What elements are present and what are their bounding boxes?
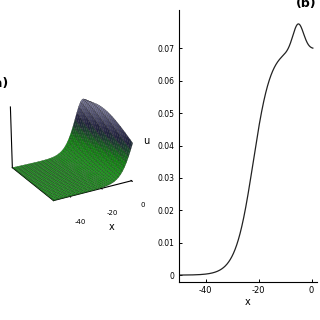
Text: (b): (b) (296, 0, 317, 10)
X-axis label: x: x (245, 297, 251, 307)
Y-axis label: u: u (143, 136, 149, 146)
Text: (a): (a) (0, 77, 9, 90)
X-axis label: x: x (108, 222, 114, 232)
